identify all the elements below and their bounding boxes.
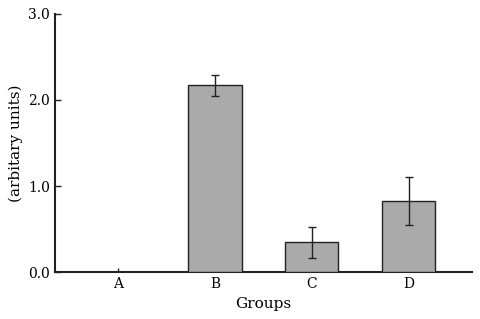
Y-axis label: (arbitary units): (arbitary units) [8, 84, 23, 202]
Bar [285, 242, 338, 272]
X-axis label: Groups: Groups [235, 297, 291, 311]
Bar [382, 201, 435, 272]
Bar [188, 85, 241, 272]
